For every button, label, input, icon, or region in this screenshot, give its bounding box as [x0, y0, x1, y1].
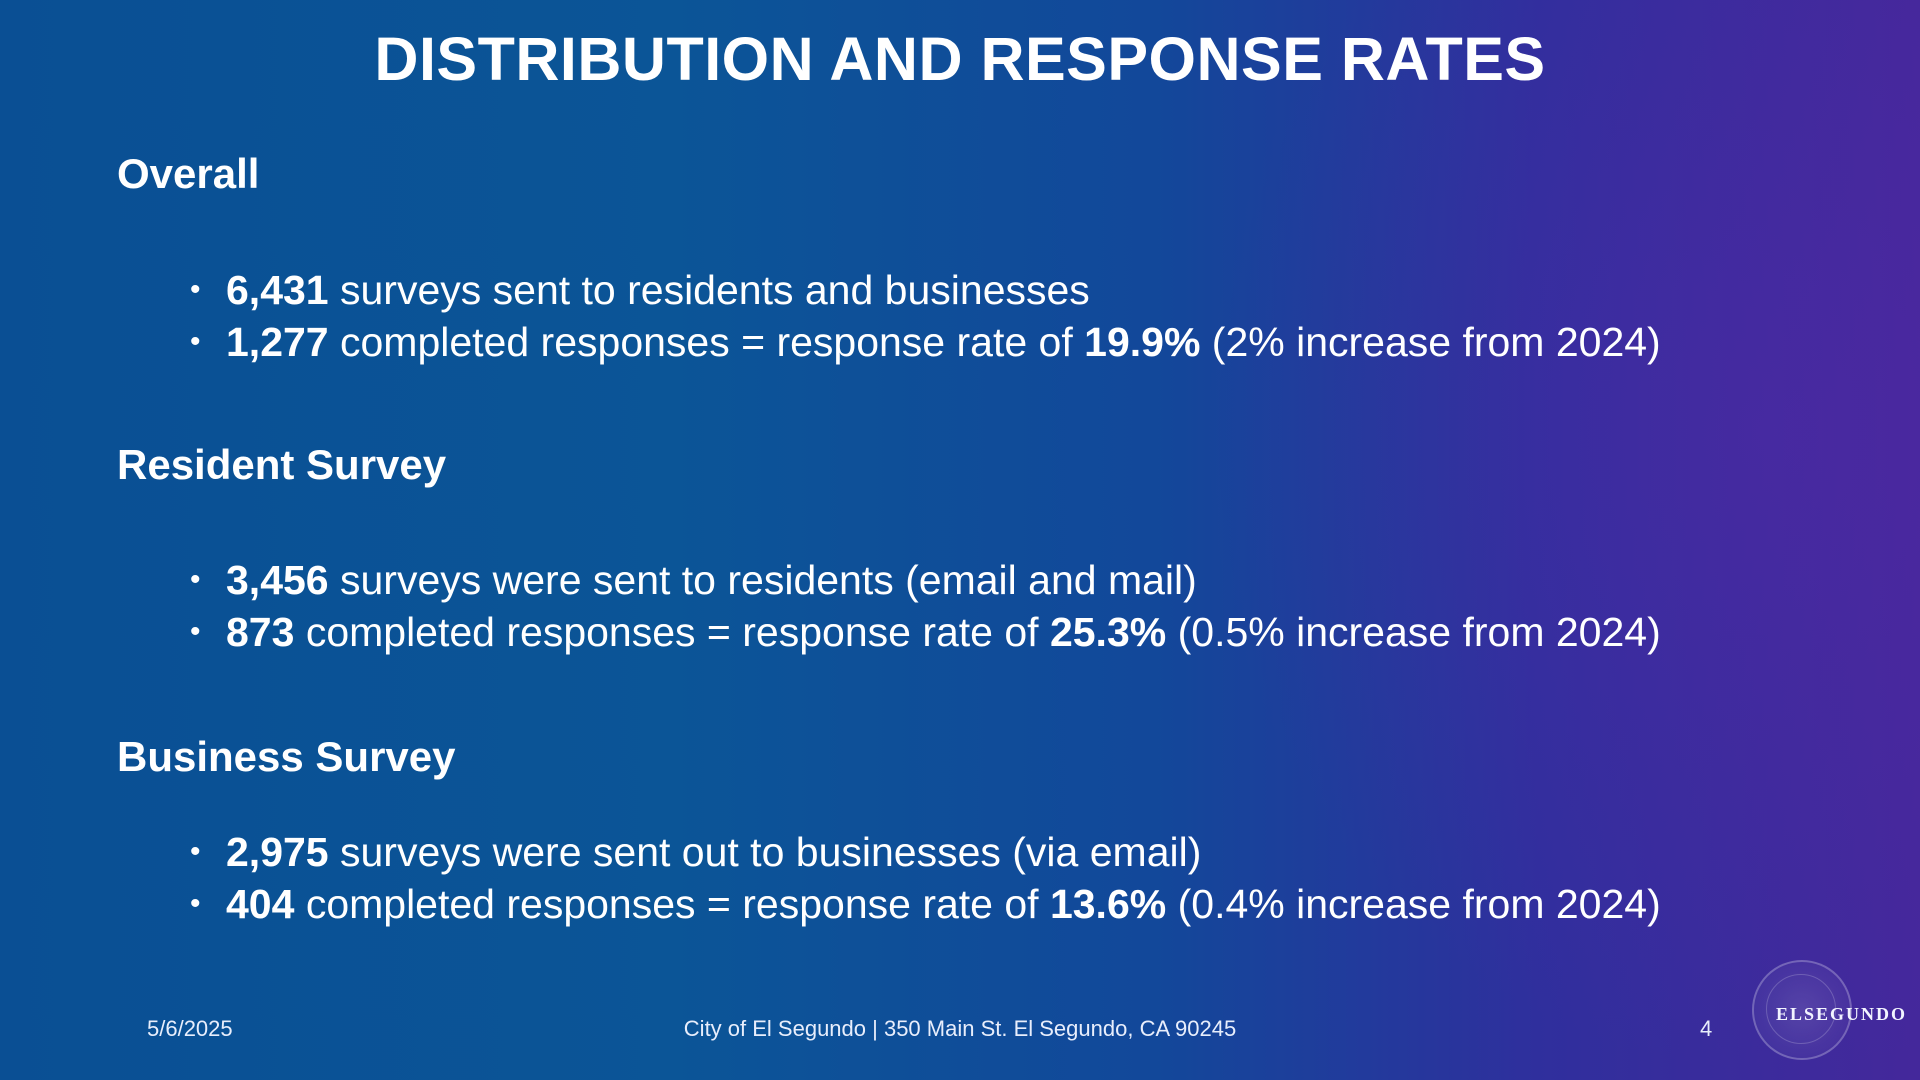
list-item: • 2,975 surveys were sent out to business…	[188, 826, 1661, 878]
seal-ring	[1766, 974, 1836, 1044]
bullet-list-business-survey: • 2,975 surveys were sent out to business…	[188, 826, 1661, 930]
response-rate: 25.3%	[1049, 609, 1167, 655]
bullet-tail: (0.5% increase from 2024)	[1166, 609, 1661, 655]
bullet-figure: 6,431	[226, 267, 329, 313]
bullet-text: completed responses = response rate of	[294, 609, 1050, 655]
bullet-text: surveys were sent to residents (email an…	[328, 557, 1197, 603]
bullet-icon: •	[190, 835, 201, 868]
bullet-text: completed responses = response rate of	[328, 319, 1085, 365]
bullet-icon: •	[190, 563, 201, 596]
bullet-icon: •	[190, 273, 201, 306]
city-logo-text: ELSEGUNDO	[1776, 1004, 1908, 1024]
bullet-icon: •	[190, 325, 201, 358]
bullet-list-overall: • 6,431 surveys sent to residents and bus…	[188, 264, 1661, 368]
bullet-text: completed responses = response rate of	[294, 881, 1050, 927]
bullet-figure: 2,975	[226, 829, 329, 875]
bullet-figure: 404	[226, 881, 295, 927]
bullet-list-resident-survey: • 3,456 surveys were sent to residents (e…	[188, 554, 1661, 658]
footer-address: City of El Segundo | 350 Main St. El Seg…	[683, 1016, 1237, 1041]
bullet-icon: •	[190, 887, 201, 920]
bullet-text: surveys sent to residents and businesses	[328, 267, 1090, 313]
slide-title: DISTRIBUTION AND RESPONSE RATES	[374, 25, 1546, 93]
footer-date: 5/6/2025	[147, 1016, 233, 1041]
bullet-text: surveys were sent out to businesses (via…	[328, 829, 1202, 875]
page-number: 4	[1700, 1016, 1713, 1041]
list-item: • 6,431 surveys sent to residents and bus…	[188, 264, 1661, 316]
bullet-tail: (2% increase from 2024)	[1200, 319, 1661, 365]
bullet-tail: (0.4% increase from 2024)	[1166, 881, 1661, 927]
list-item: • 873 completed responses = response rate…	[188, 606, 1661, 658]
bullet-figure: 873	[226, 609, 295, 655]
list-item: • 1,277 completed responses = response ra…	[188, 316, 1661, 368]
bullet-figure: 3,456	[226, 557, 329, 603]
section-heading-business-survey: Business Survey	[117, 733, 456, 780]
section-heading-resident-survey: Resident Survey	[117, 441, 447, 488]
bullet-icon: •	[190, 615, 201, 648]
response-rate: 13.6%	[1049, 881, 1167, 927]
section-heading-overall: Overall	[117, 150, 260, 197]
background-glow	[1200, 0, 1920, 1080]
list-item: • 3,456 surveys were sent to residents (e…	[188, 554, 1661, 606]
list-item: • 404 completed responses = response rate…	[188, 878, 1661, 930]
response-rate: 19.9%	[1084, 319, 1201, 365]
bullet-figure: 1,277	[226, 319, 329, 365]
city-seal-icon	[1752, 960, 1852, 1060]
